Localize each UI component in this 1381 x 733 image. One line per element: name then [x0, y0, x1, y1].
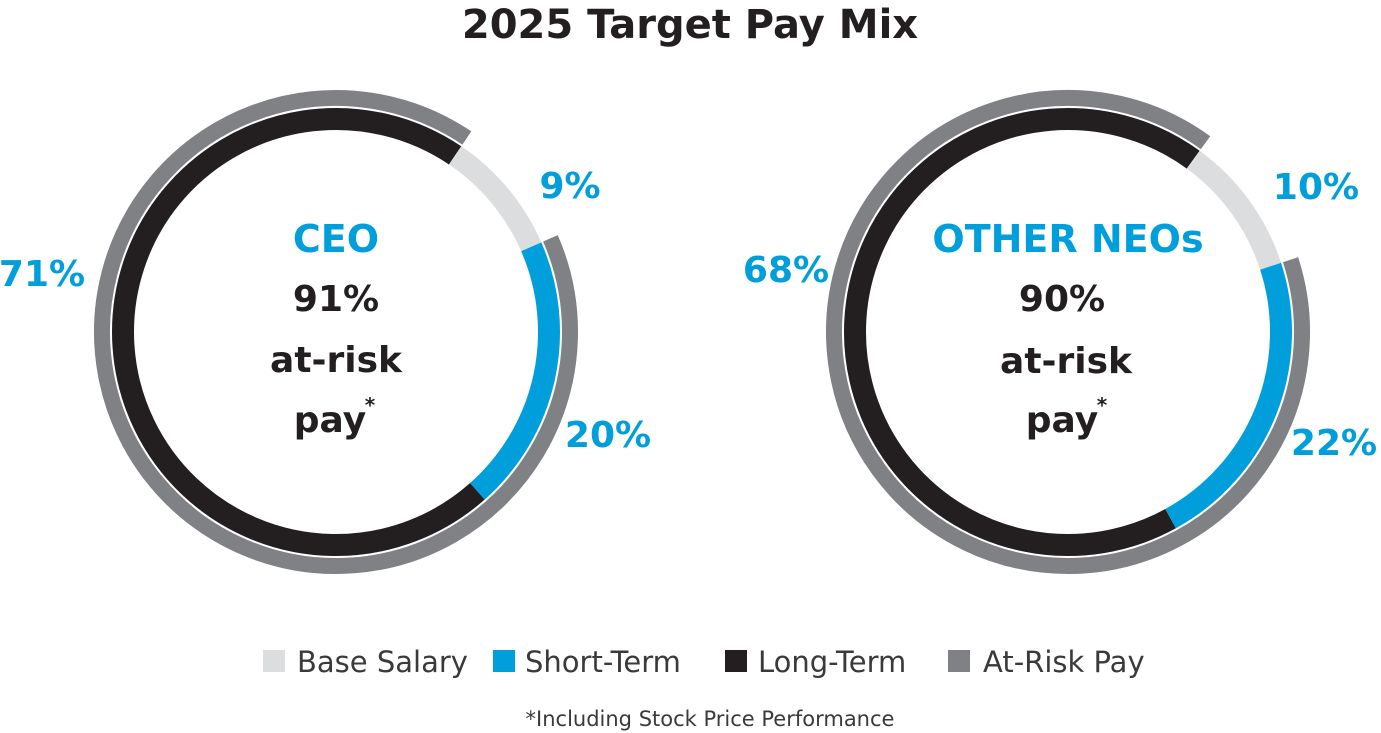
- footnote: *Including Stock Price Performance: [526, 707, 895, 731]
- neo-center-line1: at-risk: [1000, 341, 1133, 382]
- neo-at-risk-arc: [826, 90, 1310, 574]
- legend-swatch-at-risk-pay: [948, 650, 970, 672]
- ceo-center-percent: 91%: [293, 279, 379, 320]
- ceo-label-base-salary: 9%: [539, 166, 600, 207]
- legend-label-base-salary: Base Salary: [297, 645, 468, 679]
- neo-slice-long-term: [844, 108, 1200, 556]
- legend-label-short-term: Short-Term: [525, 645, 681, 679]
- legend: Base Salary Short-Term Long-Term At-Risk…: [263, 645, 1145, 679]
- legend-swatch-base-salary: [263, 650, 285, 672]
- neo-center-line2: pay: [1026, 400, 1098, 441]
- ceo-center-line2: pay: [294, 400, 366, 441]
- legend-swatch-short-term: [493, 650, 515, 672]
- ceo-slice-long-term: [112, 108, 485, 556]
- neo-center-mark: *: [1097, 393, 1108, 417]
- ceo-center-line1: at-risk: [270, 340, 403, 381]
- ceo-donut: 9% 20% 71% CEO 91% at-risk pay *: [0, 90, 651, 574]
- neo-label-base-salary: 10%: [1273, 167, 1359, 208]
- chart-title: 2025 Target Pay Mix: [462, 2, 918, 48]
- ceo-slice-short-term: [470, 242, 560, 500]
- ceo-label-short-term: 20%: [565, 415, 651, 456]
- ceo-slice-base-salary: [448, 146, 542, 252]
- neo-donut: 10% 22% 68% OTHER NEOs 90% at-risk pay *: [743, 90, 1377, 574]
- legend-label-long-term: Long-Term: [758, 645, 906, 679]
- neo-slice-short-term: [1165, 262, 1292, 529]
- neo-label-short-term: 22%: [1291, 423, 1377, 464]
- ceo-center-name: CEO: [293, 217, 379, 261]
- legend-swatch-long-term: [725, 650, 747, 672]
- neo-label-long-term: 68%: [743, 250, 829, 291]
- neo-slice-base-salary: [1186, 150, 1282, 270]
- neo-center-name: OTHER NEOs: [932, 217, 1203, 261]
- ceo-at-risk-arc: [94, 90, 578, 574]
- ceo-center-mark: *: [365, 393, 376, 417]
- ceo-label-long-term: 71%: [0, 254, 85, 295]
- legend-label-at-risk-pay: At-Risk Pay: [983, 645, 1145, 679]
- neo-center-percent: 90%: [1019, 279, 1105, 320]
